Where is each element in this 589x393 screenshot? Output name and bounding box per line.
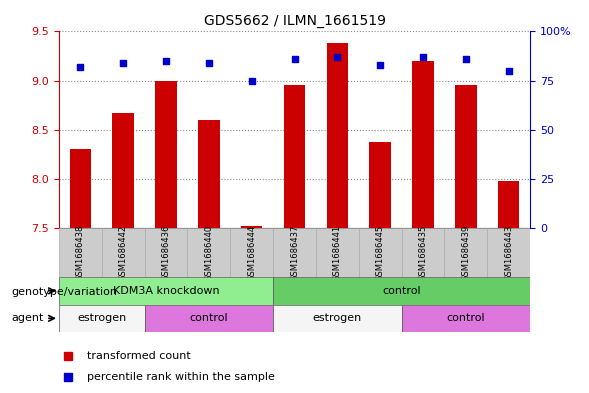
Text: KDM3A knockdown: KDM3A knockdown <box>112 286 219 296</box>
Text: control: control <box>446 313 485 323</box>
FancyBboxPatch shape <box>273 305 402 332</box>
FancyBboxPatch shape <box>359 228 402 277</box>
Text: GSM1686437: GSM1686437 <box>290 224 299 281</box>
Text: estrogen: estrogen <box>77 313 127 323</box>
Text: control: control <box>190 313 228 323</box>
Point <box>75 64 85 70</box>
Bar <box>241 226 262 228</box>
Text: control: control <box>382 286 421 296</box>
FancyBboxPatch shape <box>230 228 273 277</box>
FancyBboxPatch shape <box>187 228 230 277</box>
Point <box>375 62 385 68</box>
Point <box>290 56 299 62</box>
Point <box>418 54 428 60</box>
FancyBboxPatch shape <box>402 228 445 277</box>
Bar <box>455 86 477 228</box>
Bar <box>327 43 348 228</box>
FancyBboxPatch shape <box>144 305 273 332</box>
FancyBboxPatch shape <box>59 277 273 305</box>
FancyBboxPatch shape <box>402 305 530 332</box>
Point <box>161 58 171 64</box>
Title: GDS5662 / ILMN_1661519: GDS5662 / ILMN_1661519 <box>204 14 385 28</box>
Text: percentile rank within the sample: percentile rank within the sample <box>87 372 275 382</box>
Bar <box>70 149 91 228</box>
Text: GSM1686435: GSM1686435 <box>419 224 428 281</box>
Text: GSM1686445: GSM1686445 <box>376 224 385 281</box>
Bar <box>284 86 305 228</box>
Text: estrogen: estrogen <box>313 313 362 323</box>
Text: GSM1686441: GSM1686441 <box>333 224 342 281</box>
Bar <box>112 113 134 228</box>
Point <box>204 60 214 66</box>
FancyBboxPatch shape <box>273 228 316 277</box>
Text: GSM1686438: GSM1686438 <box>76 224 85 281</box>
Text: transformed count: transformed count <box>87 351 191 361</box>
FancyBboxPatch shape <box>487 228 530 277</box>
Point <box>504 68 514 74</box>
Text: GSM1686440: GSM1686440 <box>204 224 213 281</box>
FancyBboxPatch shape <box>445 228 487 277</box>
Point <box>461 56 471 62</box>
FancyBboxPatch shape <box>316 228 359 277</box>
FancyBboxPatch shape <box>59 305 144 332</box>
FancyBboxPatch shape <box>102 228 144 277</box>
FancyBboxPatch shape <box>273 277 530 305</box>
Text: GSM1686444: GSM1686444 <box>247 224 256 281</box>
Bar <box>498 181 519 228</box>
Text: GSM1686442: GSM1686442 <box>118 224 128 281</box>
Text: GSM1686436: GSM1686436 <box>161 224 170 281</box>
Point <box>333 54 342 60</box>
FancyBboxPatch shape <box>144 228 187 277</box>
Point <box>247 77 256 84</box>
Text: genotype/variation: genotype/variation <box>12 287 118 297</box>
Text: GSM1686443: GSM1686443 <box>504 224 513 281</box>
Bar <box>412 61 434 228</box>
Point <box>118 60 128 66</box>
Text: GSM1686439: GSM1686439 <box>461 224 471 281</box>
Bar <box>155 81 177 228</box>
Text: agent: agent <box>12 313 44 323</box>
Bar <box>369 143 391 228</box>
FancyBboxPatch shape <box>59 228 102 277</box>
Bar <box>198 120 220 228</box>
